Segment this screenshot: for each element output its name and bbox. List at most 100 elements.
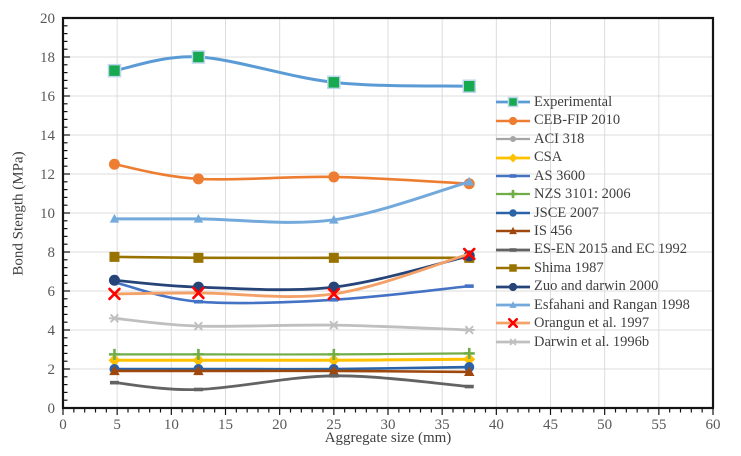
series-line-is-456 <box>113 369 471 374</box>
dash-marker <box>509 247 517 252</box>
series-csa <box>108 353 476 367</box>
series-line-jsce-2007 <box>113 365 471 371</box>
circle-marker <box>508 282 518 291</box>
x-tick-label: 10 <box>164 417 179 433</box>
circle-marker <box>108 274 120 286</box>
x-tick-label: 55 <box>651 417 666 433</box>
plus-marker <box>328 348 340 360</box>
legend-label: Zuo and darwin 2000 <box>534 278 659 295</box>
legend-item-zuo-and-darwin-2000: Zuo and darwin 2000 <box>495 277 690 295</box>
dash-marker <box>193 387 203 392</box>
square-marker <box>327 75 341 90</box>
triangle-marker <box>193 365 204 376</box>
x-tick-label: 25 <box>326 417 341 433</box>
legend-item-esfahani-and-rangan-1998: Esfahani and Rangan 1998 <box>495 296 690 314</box>
y-tick-label: 0 <box>48 401 56 417</box>
x-tick-label: 45 <box>543 417 558 433</box>
dash-marker <box>109 380 119 385</box>
circle-marker <box>192 281 204 293</box>
dash-marker <box>509 174 517 178</box>
dash-marker <box>464 384 474 389</box>
legend-swatch-dash-icon <box>496 174 530 178</box>
x-tick-label: 30 <box>381 417 396 433</box>
series-shima-1987 <box>109 251 475 263</box>
y-tick-label: 14 <box>40 128 56 144</box>
series-line-orangun-et-al-1997 <box>113 252 471 298</box>
series-line-experimental <box>112 55 471 88</box>
triangle-marker <box>109 213 120 223</box>
legend-label: AS 3600 <box>534 167 586 184</box>
legend-swatch-circle-icon <box>496 209 530 217</box>
legend-swatch-plus-icon <box>496 190 530 199</box>
triangle-marker <box>509 301 517 308</box>
legend-swatch-square-icon <box>496 96 530 108</box>
y-axis-title: Bond Stength (MPa) <box>10 151 27 276</box>
dash-marker <box>329 374 339 378</box>
legend-label: Experimental <box>534 93 613 110</box>
diamond-marker <box>327 354 340 367</box>
legend-label: IS 456 <box>534 223 573 240</box>
legend-item-orangun-et-al-1997: Orangun et al. 1997 <box>495 314 690 332</box>
x-tick-label: 50 <box>597 417 612 433</box>
diamond-marker <box>108 354 121 367</box>
legend-label: NZS 3101: 2006 <box>534 186 631 203</box>
asterisk-marker <box>192 321 204 331</box>
series-experimental <box>107 50 476 93</box>
triangle-marker <box>464 176 474 186</box>
y-tick-label: 10 <box>40 206 55 222</box>
y-tick-label: 4 <box>48 323 56 339</box>
legend-swatch-circle-icon <box>496 136 530 143</box>
y-tick-label: 18 <box>40 50 55 66</box>
circle-marker <box>509 209 517 217</box>
legend-item-ceb-fip-2010: CEB-FIP 2010 <box>495 111 690 129</box>
series-esfahani-and-rangan-1998 <box>109 176 474 224</box>
series-line-zuo-and-darwin-2000 <box>113 254 471 292</box>
legend-item-aci-318: ACI 318 <box>495 130 690 148</box>
legend-item-shima-1987: Shima 1987 <box>495 259 690 277</box>
x-marker <box>192 286 205 300</box>
y-tick-label: 20 <box>40 11 55 27</box>
legend-label: CSA <box>534 149 563 166</box>
triangle-marker <box>193 213 204 223</box>
series-line-shima-1987 <box>113 255 471 260</box>
legend-label: CEB-FIP 2010 <box>534 112 621 129</box>
x-tick-label: 35 <box>435 417 450 433</box>
series-nzs-3101-2006 <box>108 347 475 360</box>
legend-swatch-dash-icon <box>496 247 530 252</box>
diamond-marker <box>192 354 205 367</box>
y-tick-label: 8 <box>48 245 56 261</box>
legend-label: JSCE 2007 <box>534 204 599 221</box>
y-tick-label: 2 <box>48 362 56 378</box>
triangle-marker <box>509 227 517 235</box>
dash-marker <box>464 284 474 288</box>
legend-label: Shima 1987 <box>534 259 604 276</box>
x-marker <box>507 318 519 329</box>
circle-marker <box>328 171 340 183</box>
series-line-es-en-2015-and-ec-1992 <box>113 374 471 391</box>
plus-marker <box>108 348 120 360</box>
dash-marker <box>193 299 203 304</box>
legend-swatch-circle-icon <box>496 282 530 291</box>
series-line-nzs-3101-2006 <box>113 352 471 356</box>
legend-label: ACI 318 <box>534 130 585 147</box>
legend-label: Esfahani and Rangan 1998 <box>534 296 690 313</box>
series-is-456 <box>109 365 475 377</box>
series-orangun-et-al-1997 <box>108 247 476 301</box>
diamond-marker <box>508 153 518 163</box>
legend-item-jsce-2007: JSCE 2007 <box>495 204 690 222</box>
series-darwin-et-al-1996b <box>108 313 475 335</box>
series-line-darwin-et-al-1996b <box>113 316 471 332</box>
y-tick-label: 6 <box>48 284 56 300</box>
square-marker <box>507 96 519 108</box>
series-line-ceb-fip-2010 <box>113 162 471 186</box>
asterisk-marker <box>328 320 340 330</box>
asterisk-marker <box>463 325 475 335</box>
legend-label: ES-EN 2015 and EC 1992 <box>534 241 688 258</box>
series-line-csa <box>112 357 471 362</box>
x-tick-label: 15 <box>218 417 233 433</box>
square-marker <box>107 63 122 78</box>
square-marker <box>509 264 517 272</box>
y-tick-label: 12 <box>40 167 55 183</box>
x-tick-label: 5 <box>113 417 121 433</box>
